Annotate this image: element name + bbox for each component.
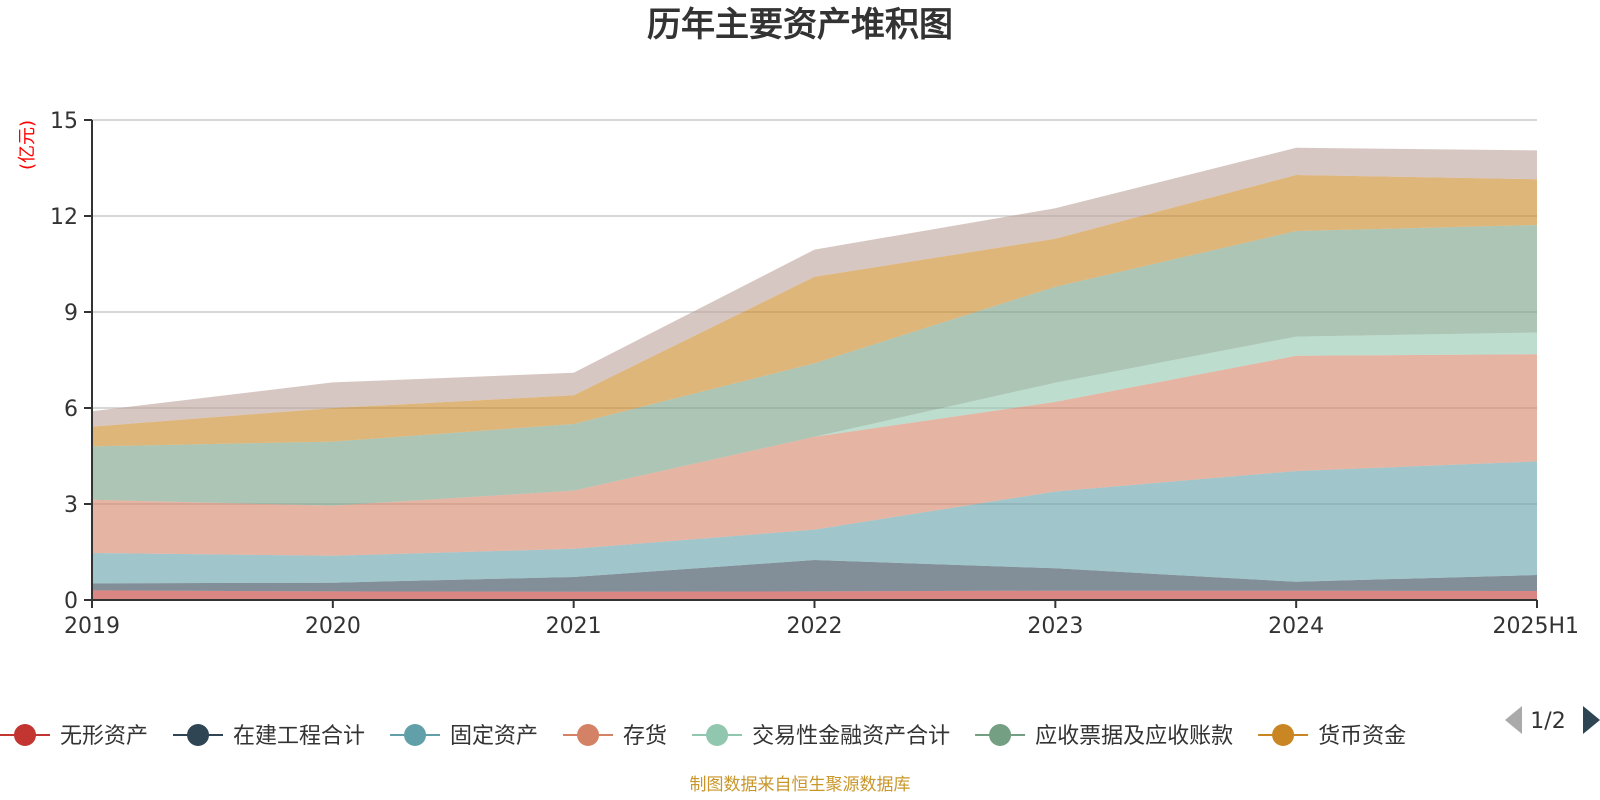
data-source-footer: 制图数据来自恒生聚源数据库 <box>690 775 911 795</box>
y-tick-label: 3 <box>64 493 78 518</box>
legend-label: 固定资产 <box>450 724 538 749</box>
area-series-7[interactable] <box>92 147 1537 427</box>
legend-item-5[interactable]: 应收票据及应收账款 <box>975 724 1233 749</box>
legend-circle-icon <box>1272 724 1295 746</box>
legend-circle-icon <box>989 724 1012 746</box>
x-axis-ticks: 2019 2020 2021 2022 2023 2024 2025H1 <box>64 600 1579 639</box>
legend-item-1[interactable]: 在建工程合计 <box>173 724 365 749</box>
area-series-0[interactable] <box>92 590 1537 600</box>
legend-label: 无形资产 <box>60 724 148 749</box>
x-tick-label: 2019 <box>64 614 120 639</box>
legend-circle-icon <box>577 724 600 746</box>
legend-label: 在建工程合计 <box>233 724 365 749</box>
chart-title: 历年主要资产堆积图 <box>647 5 953 45</box>
legend-label: 存货 <box>623 724 667 749</box>
y-tick-label: 9 <box>64 301 78 326</box>
y-tick-label: 6 <box>64 397 78 422</box>
legend-item-3[interactable]: 存货 <box>563 724 667 749</box>
legend-circle-icon <box>706 724 729 746</box>
area-series-2[interactable] <box>92 461 1537 584</box>
area-series-3[interactable] <box>92 354 1537 556</box>
x-tick-label: 2025H1 <box>1492 614 1579 639</box>
legend-page-indicator: 1/2 <box>1530 709 1565 734</box>
legend-item-2[interactable]: 固定资产 <box>390 724 538 749</box>
legend-item-4[interactable]: 交易性金融资产合计 <box>692 724 950 749</box>
y-tick-label: 15 <box>50 109 78 134</box>
x-tick-label: 2024 <box>1268 614 1324 639</box>
y-tick-label: 0 <box>64 589 78 614</box>
legend: 无形资产 在建工程合计 固定资产 存货 交易性金融资产合计 应收票据及应收账款 货币资金 <box>0 724 1406 749</box>
area-series-5[interactable] <box>92 225 1537 506</box>
stacked-areas <box>92 147 1537 600</box>
y-axis-ticks: 0 3 6 9 12 15 <box>50 109 92 614</box>
legend-prev-page-icon[interactable] <box>1505 706 1522 734</box>
legend-label: 交易性金融资产合计 <box>752 724 950 749</box>
area-series-1[interactable] <box>92 560 1537 592</box>
legend-label: 货币资金 <box>1318 724 1406 749</box>
y-axis-unit-label: (亿元) <box>17 120 38 170</box>
legend-next-page-icon[interactable] <box>1583 706 1600 734</box>
x-tick-label: 2022 <box>787 614 843 639</box>
legend-circle-icon <box>14 724 36 746</box>
area-series-6[interactable] <box>92 175 1537 447</box>
legend-circle-icon <box>404 724 427 746</box>
x-tick-label: 2021 <box>546 614 602 639</box>
legend-circle-icon <box>187 724 210 746</box>
x-tick-label: 2020 <box>305 614 361 639</box>
area-series-4[interactable] <box>92 332 1537 506</box>
legend-item-0[interactable]: 无形资产 <box>0 724 148 749</box>
legend-label: 应收票据及应收账款 <box>1035 724 1233 749</box>
legend-pager: 1/2 <box>1505 706 1600 734</box>
y-tick-label: 12 <box>50 205 78 230</box>
legend-item-6[interactable]: 货币资金 <box>1258 724 1406 749</box>
x-tick-label: 2023 <box>1027 614 1083 639</box>
